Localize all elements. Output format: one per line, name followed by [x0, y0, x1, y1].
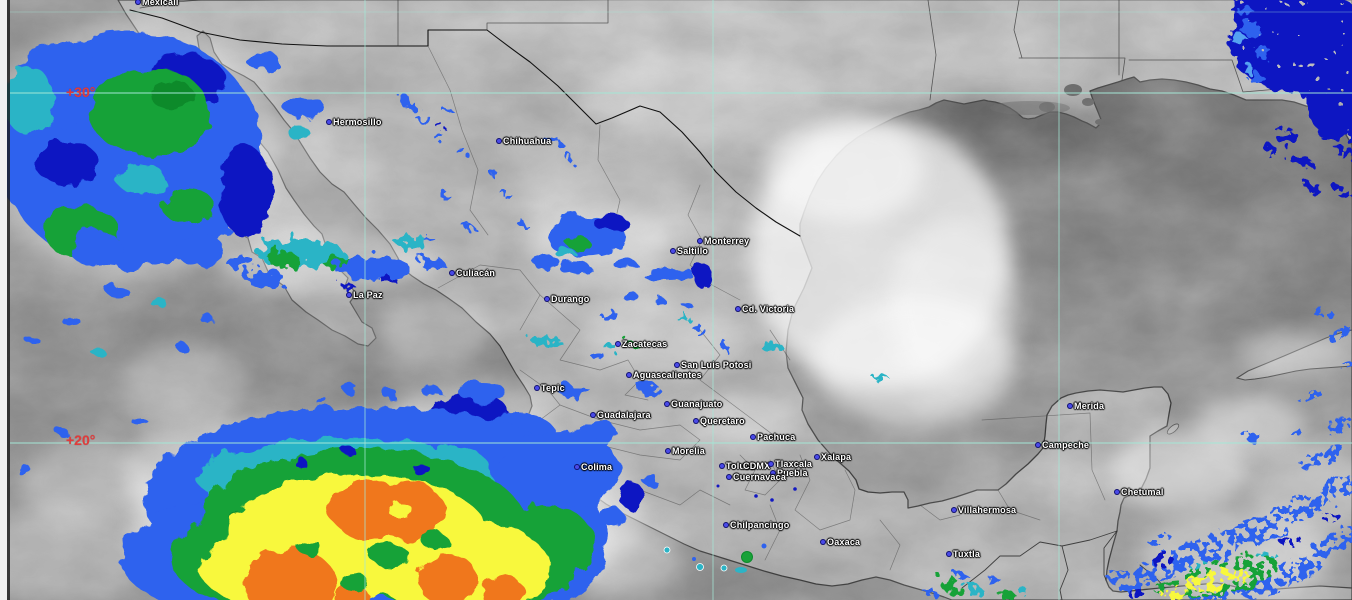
gridlines [10, 0, 1352, 600]
precip-sonora-specks [401, 100, 574, 243]
precip-baja-band [226, 234, 444, 291]
precip-valley-specks [716, 484, 797, 502]
mexico-state-borders [192, 45, 1106, 571]
precip-caribbean-band [1106, 308, 1352, 600]
precip-sinaloa-durango [531, 215, 712, 309]
precip-northwest-pacific [0, 32, 325, 476]
scan-edge [0, 0, 10, 600]
precip-chiapas-coast [924, 573, 1027, 600]
precip-central-specks [530, 312, 888, 398]
us-mexico-border [129, 9, 801, 237]
precip-guerrero-coast [663, 543, 767, 573]
precip-tropical-storm [120, 406, 620, 600]
precip-florida-mass [1230, 0, 1352, 196]
